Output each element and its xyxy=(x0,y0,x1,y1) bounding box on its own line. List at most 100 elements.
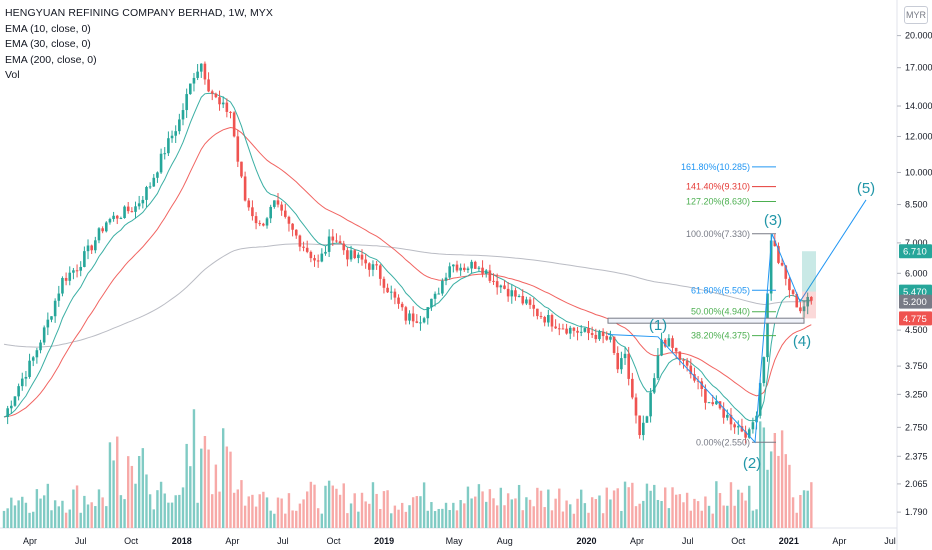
candle-body xyxy=(276,200,280,205)
candle-body xyxy=(729,414,733,425)
candle-body xyxy=(393,291,397,298)
currency-button[interactable]: MYR xyxy=(904,6,928,24)
y-tick-label: 4.500 xyxy=(905,325,928,335)
candle-body xyxy=(598,331,601,340)
x-tick-label: Jul xyxy=(75,536,87,546)
candle-body xyxy=(251,207,254,217)
volume-bar xyxy=(631,482,634,528)
candle-body xyxy=(221,102,225,105)
volume-bar xyxy=(521,510,524,528)
volume-bar xyxy=(327,480,331,528)
candle-body xyxy=(488,270,492,281)
resistance-zone xyxy=(607,317,805,324)
volume-bar xyxy=(579,489,583,528)
candle-body xyxy=(342,243,346,251)
x-tick-label: Jul xyxy=(884,536,896,546)
candle-body xyxy=(97,228,101,241)
x-tick-label: Oct xyxy=(327,536,342,546)
volume-bar xyxy=(755,509,758,528)
volume-bar xyxy=(799,495,802,528)
price-badge xyxy=(899,311,932,326)
candle-body xyxy=(788,278,791,291)
candle-body xyxy=(404,307,408,321)
ema10-line xyxy=(3,92,812,422)
y-tick-label: 7.000 xyxy=(905,238,928,248)
volume-bar xyxy=(759,421,762,528)
volume-bar xyxy=(298,503,302,528)
y-tick-label: 12.000 xyxy=(905,131,932,141)
candle-body xyxy=(652,378,656,393)
volume-bar xyxy=(477,484,481,528)
candle-body xyxy=(565,328,568,334)
candle-body xyxy=(444,277,448,281)
candle-body xyxy=(441,280,444,294)
x-tick-label: May xyxy=(446,536,464,546)
candle-body xyxy=(305,247,309,252)
candle-body xyxy=(389,291,393,293)
candle-body xyxy=(707,402,711,404)
volume-bar xyxy=(379,508,382,528)
volume-bar xyxy=(609,499,612,528)
volume-bar xyxy=(762,427,766,528)
volume-bar xyxy=(203,435,207,528)
candle-body xyxy=(605,336,609,340)
fib-level-label: 38.20%(4.375) xyxy=(691,331,750,341)
volume-bar xyxy=(685,492,689,528)
candle-body xyxy=(236,136,240,162)
candle-body xyxy=(642,422,645,436)
volume-bar xyxy=(42,495,46,528)
volume-bar xyxy=(324,485,327,528)
volume-bar xyxy=(594,499,598,528)
volume-bar xyxy=(90,502,93,528)
candle-body xyxy=(722,408,725,418)
volume-bar xyxy=(408,505,411,528)
candle-body xyxy=(777,246,780,263)
candle-body xyxy=(364,259,367,264)
fib-level-label: 141.40%(9.310) xyxy=(686,182,750,192)
y-tick-label: 10.000 xyxy=(905,167,932,177)
indicator-ema200[interactable]: EMA (200, close, 0) xyxy=(5,53,97,66)
candle-body xyxy=(426,307,430,319)
volume-bar xyxy=(145,474,148,528)
candle-body xyxy=(247,200,251,208)
volume-bar xyxy=(10,497,13,528)
volume-bar xyxy=(390,513,393,528)
x-tick-label: Aug xyxy=(497,536,513,546)
volume-bar xyxy=(419,496,422,528)
volume-bar xyxy=(678,494,682,528)
volume-bar xyxy=(503,505,506,528)
indicator-volume[interactable]: Vol xyxy=(5,69,20,81)
candle-body xyxy=(104,222,108,232)
candle-body xyxy=(156,172,159,178)
ema200-line xyxy=(3,243,812,348)
candle-body xyxy=(368,263,371,270)
candle-body xyxy=(357,254,360,259)
candle-body xyxy=(240,161,243,177)
volume-bar xyxy=(751,510,755,528)
volume-bar xyxy=(119,495,123,528)
x-tick-label: Oct xyxy=(731,536,746,546)
volume-bar xyxy=(455,510,459,528)
indicator-ema10[interactable]: EMA (10, close, 0) xyxy=(5,22,91,35)
candle-body xyxy=(448,266,451,278)
volume-bar xyxy=(704,496,707,528)
volume-bar xyxy=(68,509,71,528)
volume-bar xyxy=(598,495,601,528)
candle-body xyxy=(656,355,660,379)
volume-bar xyxy=(700,510,703,528)
volume-bar xyxy=(207,449,210,528)
candle-body xyxy=(79,266,83,271)
volume-bar xyxy=(225,446,229,528)
volume-bar xyxy=(565,500,568,528)
indicator-ema30[interactable]: EMA (30, close, 0) xyxy=(5,38,91,50)
volume-bar xyxy=(766,469,769,528)
candle-body xyxy=(495,281,499,288)
candle-body xyxy=(269,206,272,219)
candle-body xyxy=(53,300,57,317)
price-badge-label: 5.470 xyxy=(903,287,927,298)
position-stop-zone xyxy=(802,291,816,319)
x-tick-label: Apr xyxy=(225,536,239,546)
volume-bar xyxy=(273,513,276,528)
